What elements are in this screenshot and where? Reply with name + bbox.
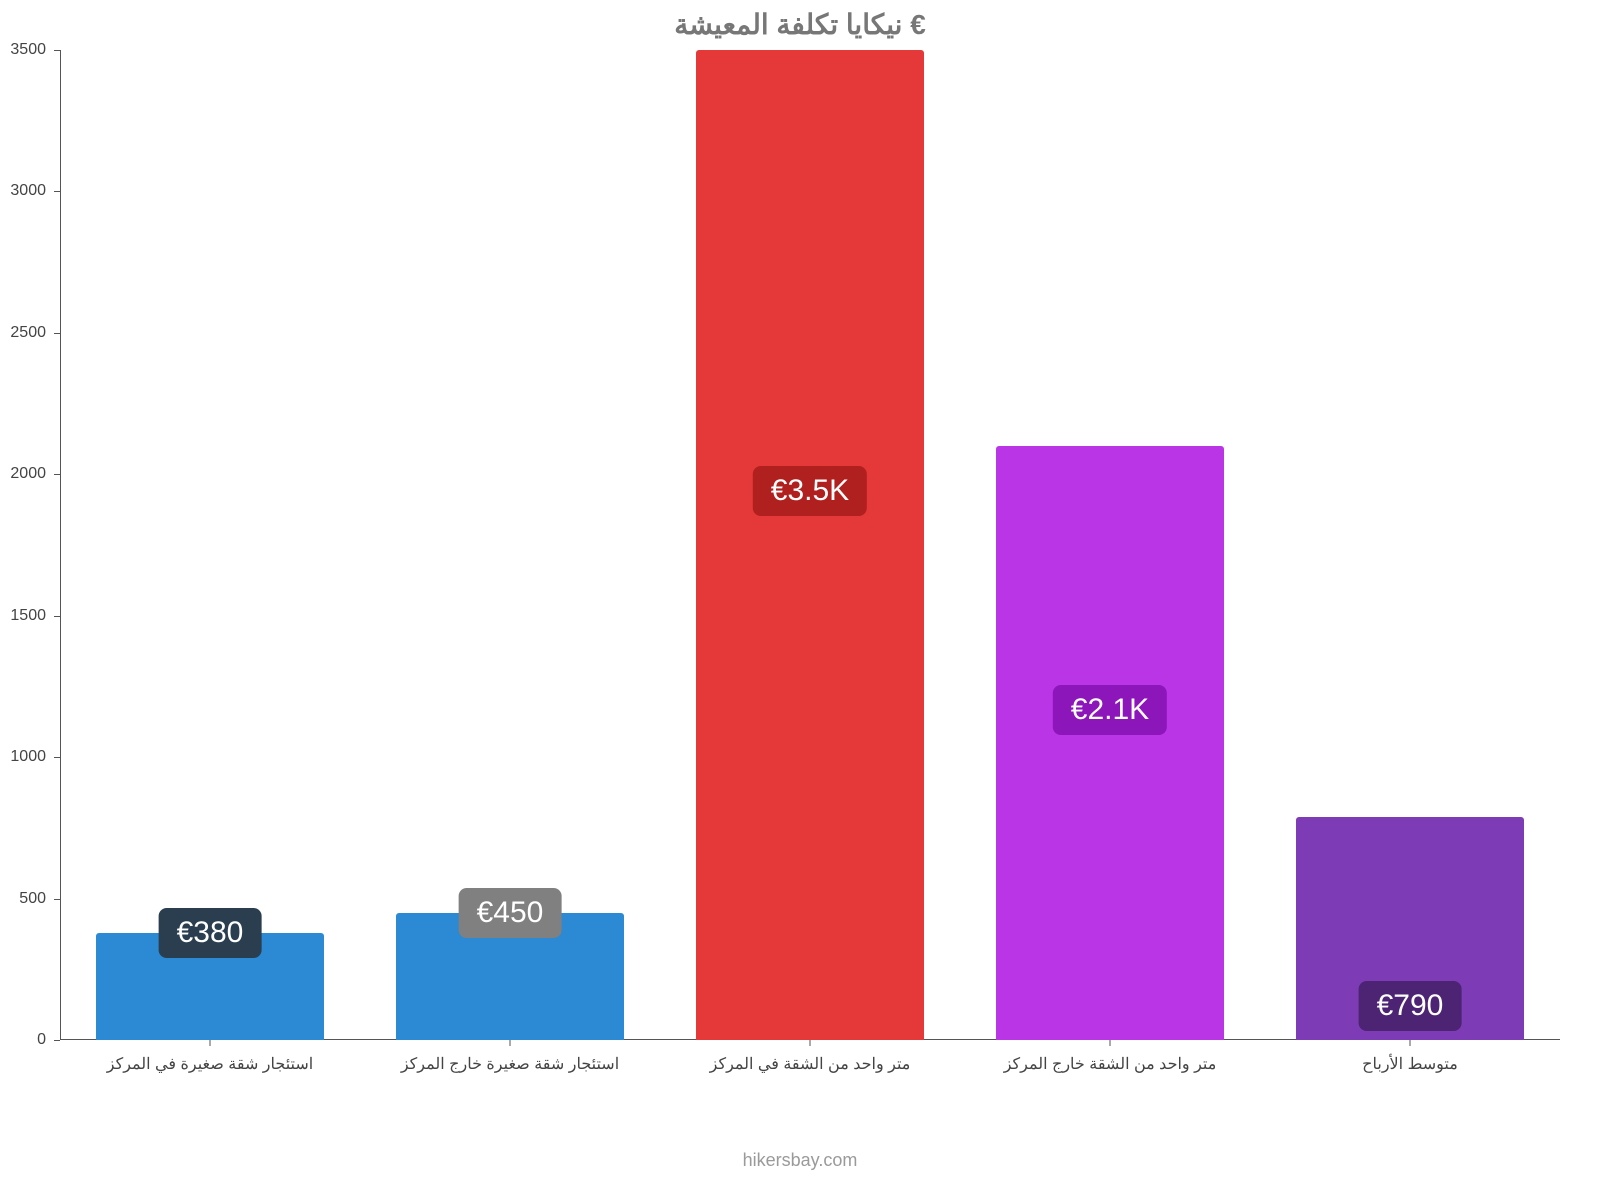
- chart-title: نيكايا تكلفة المعيشة €: [0, 8, 1600, 41]
- ytick-mark: [54, 899, 60, 900]
- category-label: متر واحد من الشقة خارج المركز: [1004, 1054, 1217, 1074]
- cost-of-living-chart: نيكايا تكلفة المعيشة € 05001000150020002…: [0, 0, 1600, 1200]
- category-label: متوسط الأرباح: [1362, 1054, 1458, 1074]
- ytick-mark: [54, 474, 60, 475]
- xtick-mark: [810, 1040, 811, 1046]
- xtick-mark: [210, 1040, 211, 1046]
- ytick-label: 500: [19, 890, 46, 908]
- category-label: استئجار شقة صغيرة خارج المركز: [401, 1054, 619, 1074]
- bar-value-label: €380: [159, 908, 262, 958]
- ytick-mark: [54, 757, 60, 758]
- ytick-mark: [54, 1040, 60, 1041]
- category-label: متر واحد من الشقة في المركز: [710, 1054, 911, 1074]
- bar: [996, 446, 1224, 1040]
- ytick-mark: [54, 50, 60, 51]
- ytick-mark: [54, 333, 60, 334]
- bar: [696, 50, 924, 1040]
- xtick-mark: [1110, 1040, 1111, 1046]
- bar-value-label: €2.1K: [1053, 685, 1167, 735]
- ytick-label: 3500: [10, 41, 46, 59]
- bar-value-label: €3.5K: [753, 466, 867, 516]
- ytick-mark: [54, 616, 60, 617]
- ytick-label: 1500: [10, 607, 46, 625]
- credit-text: hikersbay.com: [0, 1150, 1600, 1171]
- ytick-mark: [54, 191, 60, 192]
- ytick-label: 0: [37, 1031, 46, 1049]
- plot-area: 0500100015002000250030003500€380استئجار …: [60, 50, 1560, 1040]
- ytick-label: 1000: [10, 748, 46, 766]
- y-axis: [60, 50, 61, 1040]
- ytick-label: 2000: [10, 465, 46, 483]
- xtick-mark: [510, 1040, 511, 1046]
- xtick-mark: [1410, 1040, 1411, 1046]
- bar-value-label: €790: [1359, 981, 1462, 1031]
- bar-value-label: €450: [459, 888, 562, 938]
- ytick-label: 3000: [10, 182, 46, 200]
- category-label: استئجار شقة صغيرة في المركز: [107, 1054, 313, 1074]
- ytick-label: 2500: [10, 324, 46, 342]
